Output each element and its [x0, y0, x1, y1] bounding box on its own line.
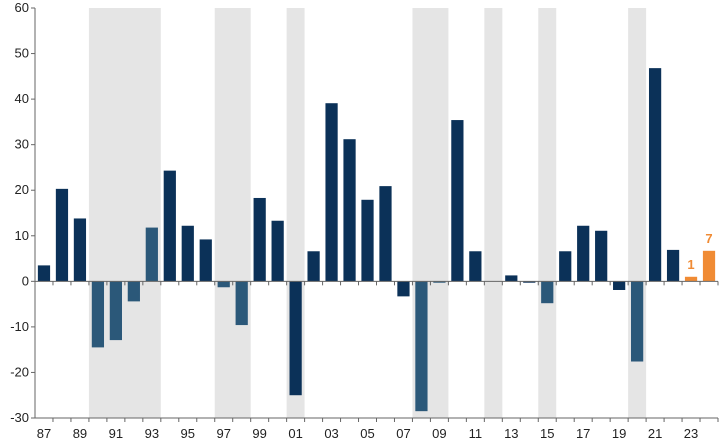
- y-tick-label: 60: [15, 0, 29, 15]
- y-tick-label: -30: [10, 410, 29, 425]
- bar-07: [397, 281, 410, 297]
- bar-99: [253, 197, 266, 282]
- y-tick-label: 40: [15, 91, 29, 106]
- bar-13: [505, 275, 518, 282]
- x-tick-label: 05: [360, 426, 374, 441]
- bar-98: [235, 281, 248, 326]
- bar-24: [702, 250, 716, 282]
- bar-11: [469, 251, 482, 282]
- shaded-period: [88, 8, 161, 418]
- x-tick-label: 21: [648, 426, 662, 441]
- bar-04: [343, 139, 356, 282]
- bar-17: [577, 225, 590, 282]
- data-label: 7: [705, 231, 712, 246]
- bar-02: [307, 251, 320, 282]
- bar-97: [217, 281, 230, 288]
- bar-94: [163, 170, 176, 282]
- y-tick-label: 30: [15, 137, 29, 152]
- x-tick-label: 95: [181, 426, 195, 441]
- bar-93: [145, 227, 158, 282]
- data-label: 1: [687, 257, 694, 272]
- bar-15: [541, 281, 554, 304]
- bar-20: [631, 281, 644, 362]
- x-tick-label: 91: [109, 426, 123, 441]
- bar-09: [433, 281, 446, 283]
- bar-92: [127, 281, 140, 302]
- y-tick-label: 50: [15, 46, 29, 61]
- x-tick-label: 07: [396, 426, 410, 441]
- bar-89: [73, 218, 87, 282]
- x-tick-label: 89: [73, 426, 87, 441]
- labels: 17: [687, 231, 712, 272]
- shaded-period: [538, 8, 557, 418]
- x-tick-label: 15: [540, 426, 554, 441]
- bar-16: [559, 251, 572, 282]
- x-tick-label: 11: [469, 426, 483, 441]
- bar-87: [37, 265, 51, 282]
- bar-88: [55, 188, 69, 282]
- bars: [37, 68, 716, 412]
- axes: 60 50 40 30 20 10 0 -10 -20 -30 87 89 91 93 95 97 99 01 03…: [10, 0, 719, 441]
- x-tick-label: 17: [576, 426, 590, 441]
- bar-01: [289, 281, 302, 396]
- shaded-period: [484, 8, 503, 418]
- bar-90: [91, 281, 105, 348]
- bar-22: [666, 249, 680, 282]
- bar-06: [379, 186, 392, 282]
- x-tick-label: 97: [216, 426, 230, 441]
- x-tick-label: 87: [37, 426, 51, 441]
- x-tick-label: 93: [145, 426, 159, 441]
- bar-23: [684, 276, 698, 282]
- x-tick-label: 99: [252, 426, 266, 441]
- bar-00: [271, 220, 284, 282]
- x-tick-label: 03: [324, 426, 338, 441]
- bar-21: [648, 68, 662, 282]
- y-tick-label: 0: [22, 273, 29, 288]
- bar-96: [199, 239, 212, 282]
- bar-03: [325, 103, 338, 282]
- bar-91: [109, 281, 122, 341]
- bar-18: [595, 230, 608, 282]
- x-tick-label: 23: [684, 426, 698, 441]
- x-tick-label: 09: [432, 426, 446, 441]
- x-tick-label: 01: [288, 426, 302, 441]
- bar-08: [415, 281, 428, 412]
- bar-10: [451, 120, 464, 282]
- shaded-periods: [88, 8, 647, 418]
- bar-19: [613, 281, 626, 290]
- x-tick-label: 19: [612, 426, 626, 441]
- y-tick-label: -10: [10, 319, 29, 334]
- shaded-period: [214, 8, 251, 418]
- bar-05: [361, 199, 374, 282]
- y-tick-label: 10: [15, 228, 29, 243]
- bar-14: [523, 281, 536, 283]
- x-tick-label: 13: [504, 426, 518, 441]
- bar-95: [181, 225, 194, 282]
- y-tick-label: 20: [15, 182, 29, 197]
- y-tick-label: -20: [10, 364, 29, 379]
